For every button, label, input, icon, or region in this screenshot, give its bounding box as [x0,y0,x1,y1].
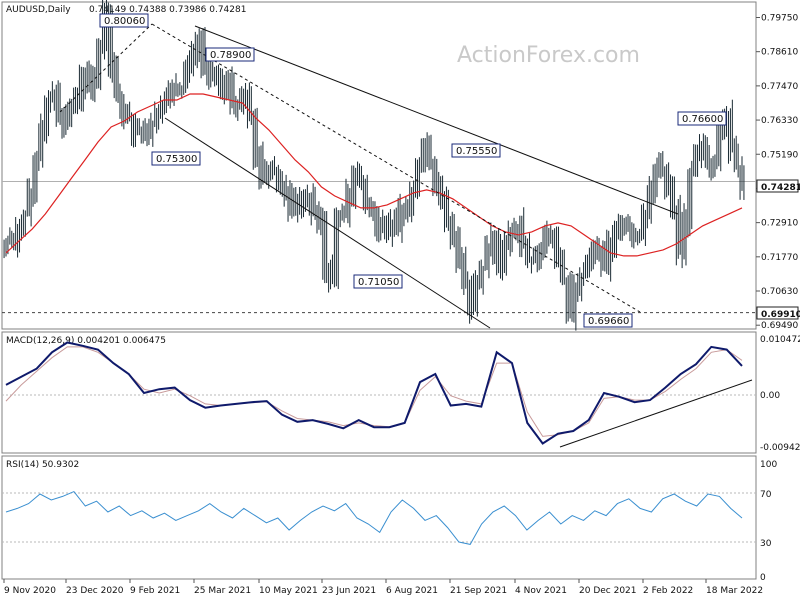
rsi-tick-70: 70 [760,490,772,500]
trend-line [194,25,679,215]
annotation-label: 0.76600 [682,114,723,125]
time-tick-label: 20 Dec 2021 [579,586,637,596]
trend-line [151,23,641,313]
annotation-label: 0.78900 [210,50,251,61]
price-panel-frame [1,1,757,330]
price-tick-label: 0.69490 [761,321,798,331]
annotation-box [353,274,403,289]
symbol-label: AUDUSD,Daily [6,5,71,15]
rsi-title: RSI(14) 50.9302 [6,460,79,470]
time-tick-label: 2 Feb 2022 [643,586,693,596]
annotation-box [205,47,255,62]
rsi-panel-frame [1,455,757,580]
current-price-box [756,179,799,193]
time-tick-label: 25 Mar 2021 [194,586,251,596]
rsi-line [5,490,743,545]
annotation-box [677,111,727,126]
annotation-label: 0.80060 [104,16,145,27]
macd-title: MACD(12,26,9) 0.004201 0.006475 [6,336,166,346]
support-price-value: 0.69910 [761,310,800,320]
macd-panel-frame [1,331,757,454]
price-tick-label: 0.75190 [761,150,798,160]
support-price-tag: 0.69910 [756,306,800,320]
time-tick-label: 21 Sep 2021 [450,586,507,596]
trend-lines [59,23,679,329]
time-tick-label: 9 Nov 2020 [4,586,56,596]
rsi-tick-100: 100 [760,460,777,470]
current-price-value: 0.74281 [761,183,800,193]
price-tick-label: 0.78610 [761,48,798,58]
price-tick-label: 0.70630 [761,287,798,297]
rsi-tick-0: 0 [760,573,766,583]
macd-tick-bottom: -0.009426 [760,443,800,453]
time-tick-label: 10 May 2021 [259,586,318,596]
annotation-label: 0.69660 [588,316,629,327]
current-price-tag: 0.74281 [756,179,800,193]
rsi-tick-30: 30 [760,539,772,549]
watermark: ActionForex.com [457,43,640,68]
time-tick-label: 6 Aug 2021 [386,586,438,596]
time-tick-label: 9 Feb 2021 [130,586,180,596]
annotation-box [151,151,201,166]
annotation-label: 0.71050 [358,277,399,288]
price-tick-label: 0.79750 [761,13,798,23]
macd-tick-zero: 0.00 [760,391,780,401]
time-tick-label: 4 Nov 2021 [515,586,567,596]
annotation-label: 0.75550 [456,146,497,157]
price-tick-label: 0.77470 [761,82,798,92]
trend-line [164,117,491,329]
macd-tick-top: 0.010472 [760,335,800,345]
price-annotations: 0.80060 0.78900 0.75300 0.75550 0.71050 0.696… [99,13,727,328]
annotation-box [583,313,633,328]
time-axis: 9 Nov 2020 23 Dec 2020 9 Feb 2021 25 Mar 20… [3,579,763,596]
ohlc-label: 0.74149 0.74388 0.73986 0.74281 [89,5,246,15]
price-tick-label: 0.72910 [761,219,798,229]
price-tick-label: 0.76330 [761,116,798,126]
price-tick-label: 0.71770 [761,253,798,263]
moving-average-line [5,93,743,257]
annotation-box [99,13,149,28]
time-tick-label: 23 Dec 2020 [66,586,124,596]
annotation-label: 0.75300 [156,154,197,165]
annotation-box [451,143,501,158]
time-tick-label: 18 Mar 2022 [706,586,763,596]
support-price-box [756,306,799,320]
macd-main-line [5,341,743,445]
time-tick-label: 23 Jun 2021 [322,586,376,596]
macd-trend-line [559,379,753,448]
